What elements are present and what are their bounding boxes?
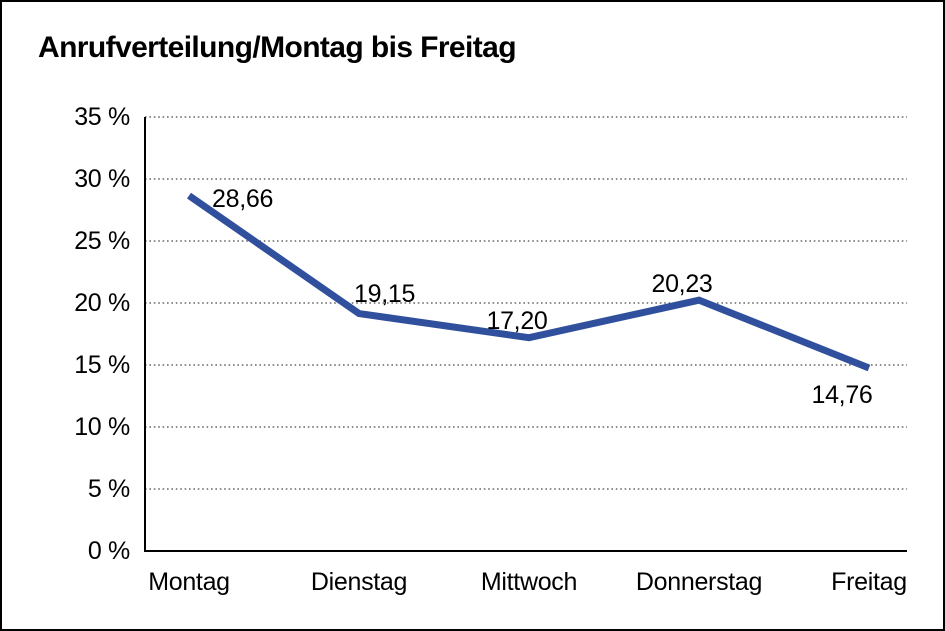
data-point-label: 19,15 bbox=[354, 280, 415, 308]
data-line-series bbox=[187, 192, 871, 372]
y-axis-tick-label: 15 % bbox=[74, 351, 130, 379]
y-axis-tick-label: 25 % bbox=[74, 227, 130, 255]
y-axis-tick-label: 20 % bbox=[74, 289, 130, 317]
x-axis-category-label: Donnerstag bbox=[636, 568, 762, 596]
data-point-label: 20,23 bbox=[651, 270, 712, 298]
y-axis-tick-label: 35 % bbox=[74, 103, 130, 131]
y-axis-tick-label: 10 % bbox=[74, 413, 130, 441]
x-axis-category-label: Montag bbox=[148, 568, 230, 596]
y-axis-tick-label: 30 % bbox=[74, 165, 130, 193]
data-point-label: 17,20 bbox=[486, 307, 547, 335]
x-axis-category-label: Mittwoch bbox=[481, 568, 577, 596]
x-axis-category-label: Freitag bbox=[831, 568, 907, 596]
x-axis-category-label: Dienstag bbox=[311, 568, 407, 596]
y-axis-tick-label: 0 % bbox=[88, 537, 130, 565]
chart-title: Anrufverteilung/Montag bis Freitag bbox=[38, 31, 517, 64]
data-point-label: 28,66 bbox=[212, 185, 273, 213]
data-point-label: 14,76 bbox=[811, 381, 872, 409]
y-axis-tick-label: 5 % bbox=[88, 475, 130, 503]
